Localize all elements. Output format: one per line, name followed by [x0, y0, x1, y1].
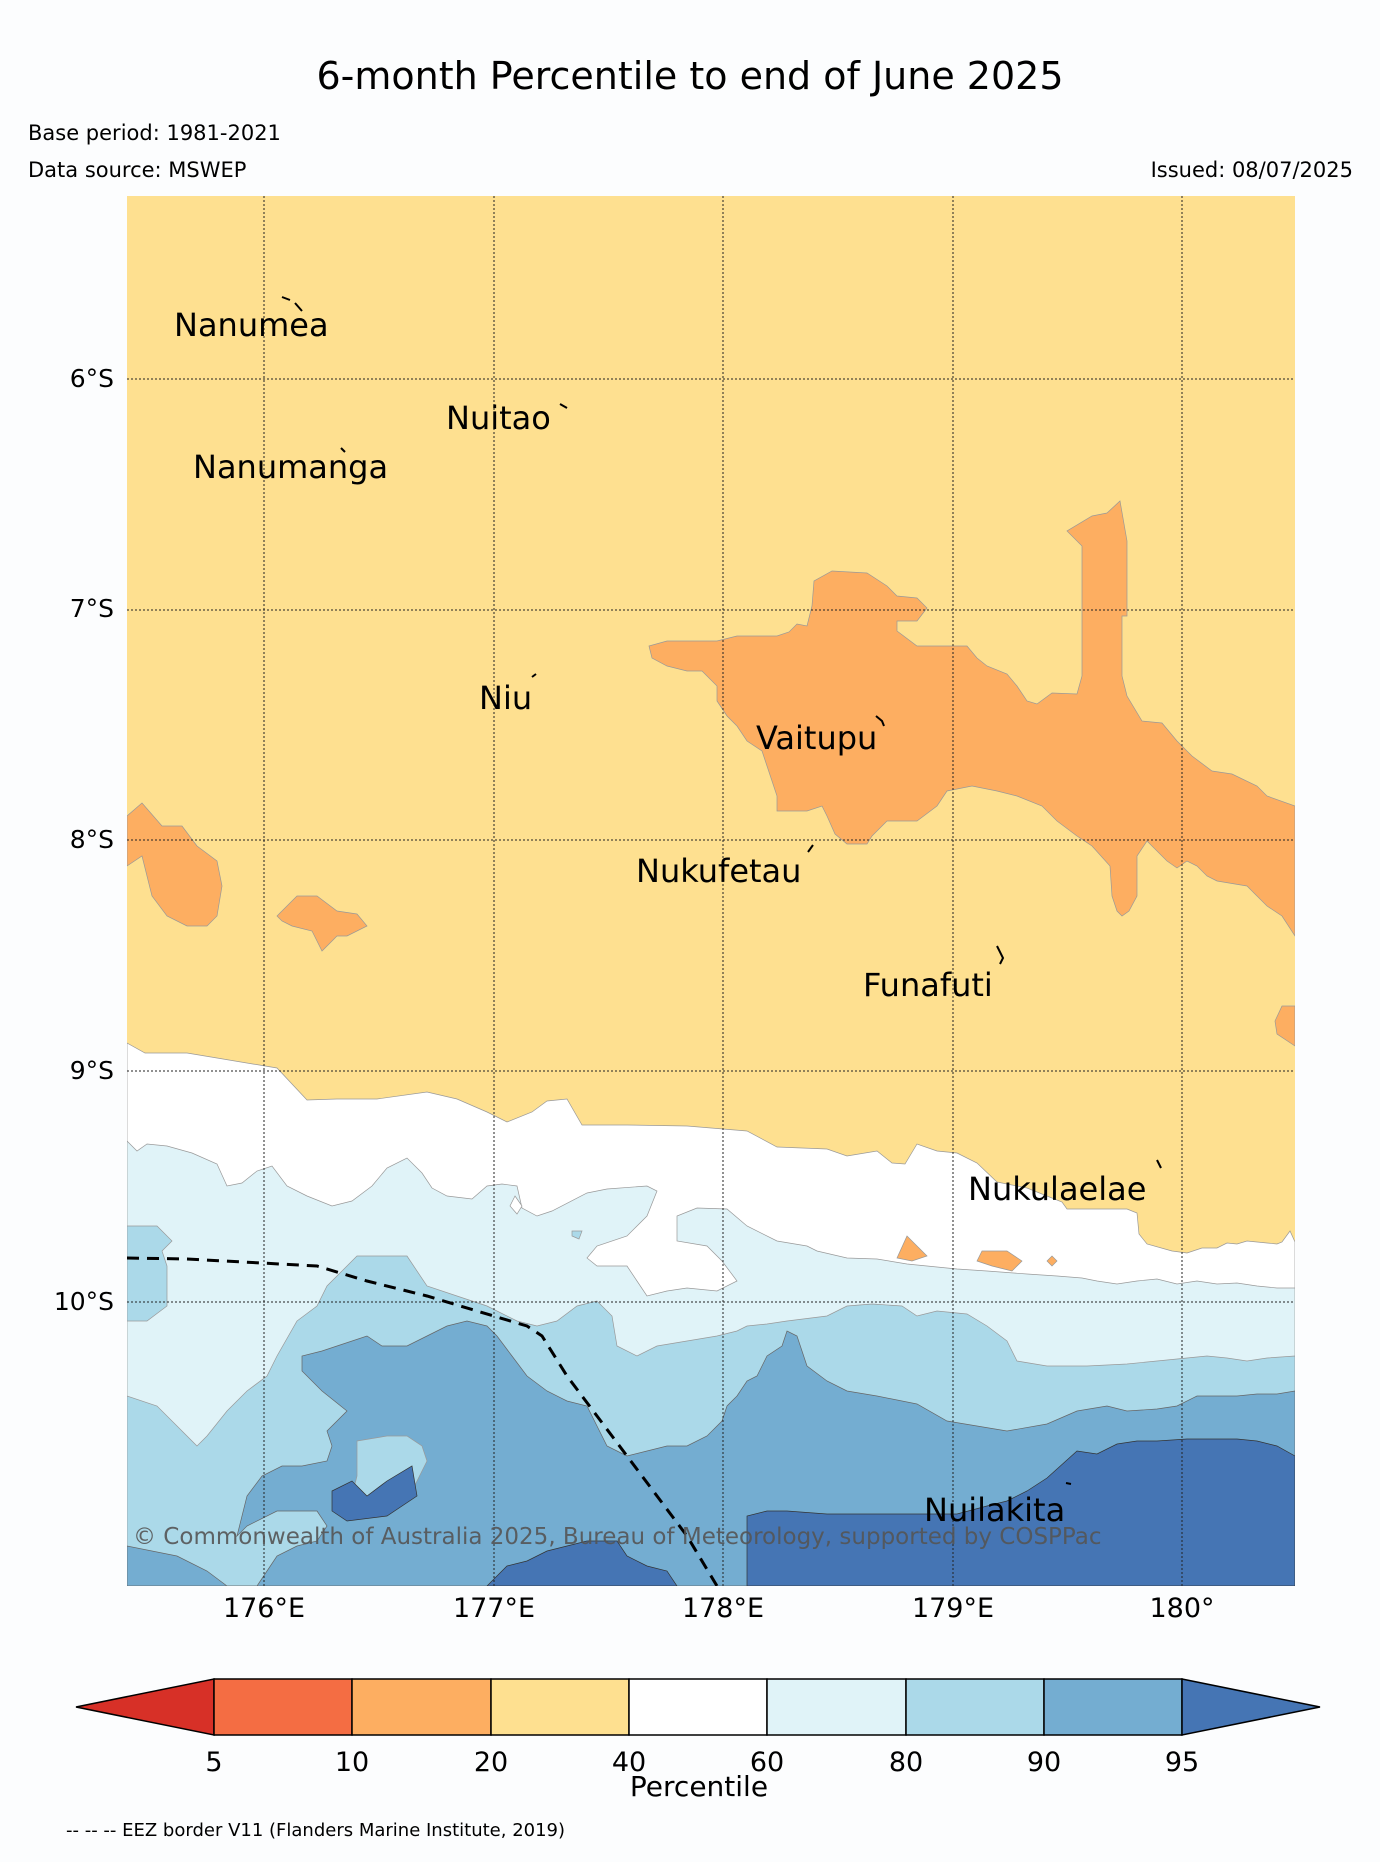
lat-label-6s: 6°S	[69, 364, 114, 393]
island-nuitao	[559, 403, 568, 409]
label-nanumea: Nanumea	[174, 306, 329, 344]
island-nanumanga	[340, 447, 346, 453]
colorbar-swatch-above-95	[1181, 1678, 1321, 1736]
colorbar-tick-80: 80	[888, 1747, 924, 1778]
zone-40-60-islet	[509, 1195, 523, 1215]
data-source: Data source: MSWEP	[28, 158, 247, 182]
label-funafuti: Funafuti	[863, 966, 993, 1004]
island-nuilakita	[1065, 1482, 1072, 1485]
label-nuitao: Nuitao	[446, 399, 551, 437]
lon-label-178e: 178°E	[681, 1593, 765, 1624]
label-nanumanga: Nanumanga	[193, 448, 389, 486]
colorbar-tick-5: 5	[205, 1747, 223, 1778]
colorbar-swatch-20-40	[490, 1678, 630, 1736]
colorbar-tick-60: 60	[749, 1747, 785, 1778]
lat-label-9s: 9°S	[69, 1056, 114, 1085]
colorbar-tick-90: 90	[1026, 1747, 1062, 1778]
zone-80-90-islet	[571, 1230, 583, 1240]
island-vaitupu	[875, 715, 885, 727]
island-nukufetau	[807, 844, 814, 853]
label-nuilakita: Nuilakita	[924, 1491, 1066, 1529]
lon-label-179e: 179°E	[911, 1593, 995, 1624]
island-nanumea	[281, 296, 303, 312]
colorbar-swatch-40-60	[628, 1678, 768, 1736]
colorbar-swatch-90-95	[1043, 1678, 1183, 1736]
label-vaitupu: Vaitupu	[756, 719, 878, 757]
eez-legend-note: -- -- -- EEZ border V11 (Flanders Marine…	[66, 1820, 566, 1841]
colorbar	[75, 1678, 1321, 1736]
colorbar-swatch-60-80	[766, 1678, 907, 1736]
lon-label-177e: 177°E	[452, 1593, 536, 1624]
island-shapes	[281, 296, 1162, 1485]
lon-label-180: 180°	[1149, 1593, 1215, 1624]
lat-label-8s: 8°S	[69, 825, 114, 854]
colorbar-tick-40: 40	[611, 1747, 647, 1778]
island-funafuti	[996, 945, 1005, 965]
zone-95-plus	[331, 1438, 1295, 1586]
copyright-notice: © Commonwealth of Australia 2025, Bureau…	[133, 1524, 1102, 1550]
colorbar-label: Percentile	[629, 1770, 769, 1803]
lat-label-7s: 7°S	[69, 594, 114, 623]
zone-10-20	[127, 500, 1295, 1272]
label-nukulaelae: Nukulaelae	[968, 1170, 1147, 1208]
label-nukufetau: Nukufetau	[636, 852, 802, 890]
colorbar-tick-95: 95	[1164, 1747, 1200, 1778]
colorbar-tick-10: 10	[334, 1747, 370, 1778]
colorbar-swatch-5-10	[213, 1678, 353, 1736]
colorbar-tick-20: 20	[473, 1747, 509, 1778]
base-period: Base period: 1981-2021	[28, 121, 281, 145]
issued-date: Issued: 08/07/2025	[1150, 158, 1353, 182]
colorbar-swatch-below-5	[75, 1678, 215, 1736]
map-title: 6-month Percentile to end of June 2025	[316, 54, 1064, 98]
percentile-map	[127, 196, 1295, 1586]
label-niu: Niu	[479, 679, 533, 717]
island-nukulaelae	[1156, 1159, 1162, 1169]
lat-label-10s: 10°S	[53, 1287, 114, 1316]
lon-label-176e: 176°E	[222, 1593, 306, 1624]
island-niu	[531, 673, 537, 678]
grid-lines	[127, 196, 1295, 1586]
colorbar-swatch-80-90	[905, 1678, 1045, 1736]
colorbar-swatch-10-20	[351, 1678, 492, 1736]
